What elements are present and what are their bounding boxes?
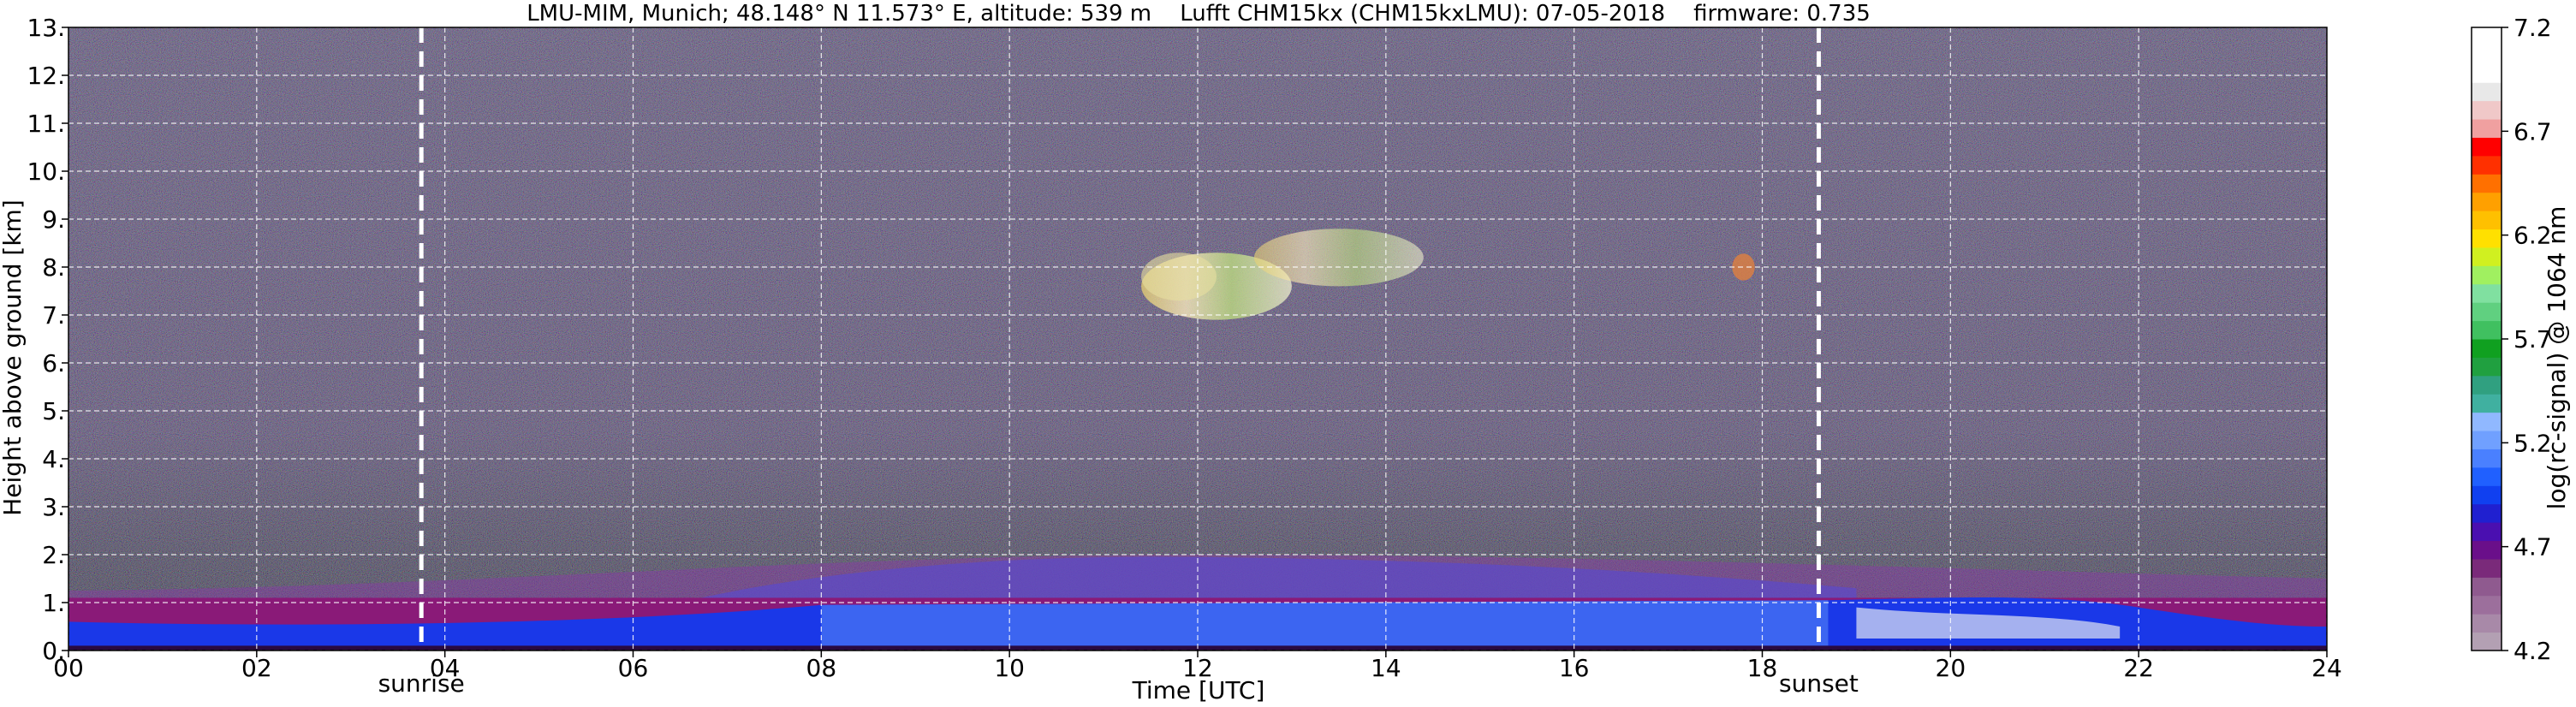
- cirrus-cloud-c: [1141, 253, 1217, 301]
- colorbar-swatch: [2472, 211, 2502, 230]
- y-tick-label: 12.: [27, 62, 65, 90]
- y-tick-label: 9.: [42, 205, 65, 234]
- y-tick-label: 5.: [42, 397, 65, 425]
- x-tick-label: 24: [2311, 654, 2342, 682]
- colorbar-swatch: [2472, 466, 2502, 486]
- x-tick-label: 00: [53, 654, 84, 682]
- y-tick-label: 6.: [42, 349, 65, 377]
- colorbar: 4.2 4.7 5.2 5.7 6.2 6.7 7.2: [2471, 14, 2552, 665]
- colorbar-tick-label: 7.2: [2514, 14, 2552, 42]
- y-tick-label: 2.: [42, 541, 65, 569]
- colorbar-tick-label: 6.7: [2514, 117, 2552, 146]
- colorbar-swatch: [2472, 265, 2502, 285]
- colorbar-tick-label: 5.2: [2514, 429, 2552, 457]
- colorbar-swatch: [2472, 577, 2502, 597]
- event-label-sunset: sunset: [1779, 669, 1859, 698]
- y-tick-label: 1.: [42, 589, 65, 617]
- colorbar-swatch: [2472, 394, 2502, 413]
- colorbar-swatch: [2472, 119, 2502, 138]
- colorbar-tick-label: 5.7: [2514, 325, 2552, 354]
- colorbar-swatch: [2472, 522, 2502, 542]
- y-tick-label: 13.: [27, 14, 65, 42]
- colorbar-swatch: [2472, 229, 2502, 248]
- grid-lines: [68, 27, 2328, 651]
- x-tick-label: 18: [1747, 654, 1778, 682]
- colorbar-swatch: [2472, 614, 2502, 633]
- colorbar-swatch: [2472, 174, 2502, 193]
- colorbar-swatch: [2472, 302, 2502, 322]
- colorbar-swatch: [2472, 45, 2502, 65]
- x-tick-label: 16: [1559, 654, 1590, 682]
- x-axis-label: Time [UTC]: [1132, 676, 1265, 704]
- x-tick-label: 12: [1182, 654, 1213, 682]
- event-markers: sunrise sunset: [378, 27, 1859, 698]
- x-tick-label: 04: [430, 654, 461, 682]
- colorbar-swatch: [2472, 137, 2502, 157]
- axes: 00 02 04 06 08 10 12 14 16 18 20 22 24 0. 1. 2. 3. 4. 5. 6.…: [27, 14, 2341, 682]
- y-tick-label: 4.: [42, 445, 65, 473]
- colorbar-swatch: [2472, 247, 2502, 266]
- night-layer-bright: [1856, 607, 2121, 639]
- colorbar-swatch: [2472, 632, 2502, 651]
- residual-layer: [680, 556, 1857, 603]
- colorbar-swatch: [2472, 449, 2502, 468]
- colorbar-swatch: [2472, 412, 2502, 431]
- y-axis-label: Height above ground [km]: [0, 199, 27, 516]
- y-tick-label: 3.: [42, 493, 65, 521]
- y-tick-label: 7.: [42, 301, 65, 330]
- y-tick-label: 0.: [42, 637, 65, 665]
- y-tick-label: 11.: [27, 110, 65, 138]
- colorbar-tick-label: 4.2: [2514, 637, 2552, 665]
- chart-title: LMU-MIM, Munich; 48.148° N 11.573° E, al…: [527, 1, 1871, 27]
- colorbar-swatch: [2472, 375, 2502, 395]
- colorbar-swatch: [2472, 558, 2502, 578]
- colorbar-swatch: [2472, 540, 2502, 560]
- colorbar-swatch: [2472, 431, 2502, 449]
- colorbar-swatch: [2472, 82, 2502, 102]
- colorbar-tick-label: 6.2: [2514, 222, 2552, 250]
- colorbar-swatch: [2472, 155, 2502, 175]
- colorbar-swatch: [2472, 357, 2502, 377]
- colorbar-swatch: [2472, 27, 2502, 46]
- event-label-sunrise: sunrise: [378, 669, 465, 698]
- colorbar-swatch: [2472, 320, 2502, 340]
- x-tick-label: 02: [241, 654, 272, 682]
- x-tick-label: 06: [618, 654, 649, 682]
- colorbar-swatch: [2472, 485, 2502, 505]
- colorbar-swatch: [2472, 63, 2502, 83]
- x-tick-label: 20: [1936, 654, 1966, 682]
- colorbar-swatch: [2472, 503, 2502, 523]
- cirrus-cloud-b: [1253, 229, 1424, 287]
- mixing-layer-core: [821, 600, 1829, 646]
- y-tick-label: 10.: [27, 157, 65, 186]
- x-tick-label: 10: [994, 654, 1025, 682]
- colorbar-swatch: [2472, 283, 2502, 303]
- colorbar-swatch: [2472, 339, 2502, 358]
- colorbar-swatch: [2472, 595, 2502, 615]
- cloud-fragment: [1732, 253, 1755, 281]
- colorbar-tick-label: 4.7: [2514, 533, 2552, 561]
- y-tick-label: 8.: [42, 253, 65, 282]
- x-tick-label: 22: [2123, 654, 2154, 682]
- colorbar-label: log(rc-signal) @ 1064 nm: [2543, 206, 2571, 510]
- x-tick-label: 14: [1371, 654, 1401, 682]
- x-tick-label: 08: [806, 654, 837, 682]
- colorbar-swatch: [2472, 100, 2502, 120]
- colorbar-swatch: [2472, 192, 2502, 211]
